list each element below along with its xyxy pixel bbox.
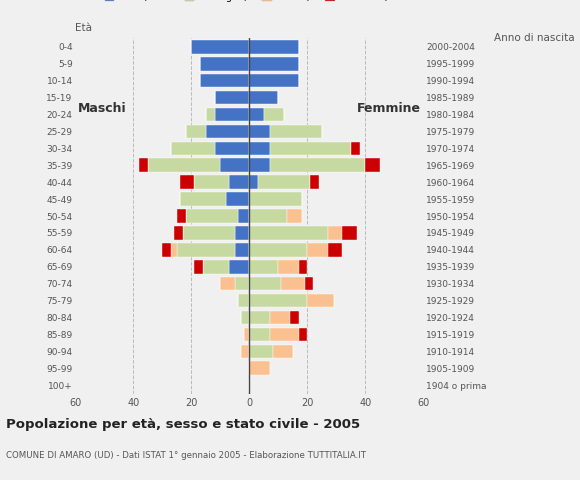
Bar [191, 40, 249, 54]
Bar [229, 260, 249, 274]
Bar [287, 209, 302, 223]
Bar [249, 345, 273, 358]
Bar [215, 91, 249, 104]
Bar [203, 260, 229, 274]
Bar [226, 192, 249, 206]
Bar [215, 142, 249, 155]
Bar [180, 175, 194, 189]
Bar [186, 209, 238, 223]
Bar [200, 74, 249, 87]
Bar [270, 142, 351, 155]
Bar [229, 175, 249, 189]
Bar [281, 277, 305, 290]
Bar [249, 125, 270, 138]
Bar [290, 311, 299, 324]
Bar [270, 311, 290, 324]
Bar [194, 175, 229, 189]
Bar [351, 142, 360, 155]
Bar [342, 226, 357, 240]
Bar [177, 209, 186, 223]
Bar [249, 175, 258, 189]
Bar [244, 328, 249, 341]
Bar [249, 108, 264, 121]
Bar [328, 226, 342, 240]
Bar [139, 158, 148, 172]
Bar [264, 108, 284, 121]
Bar [249, 74, 299, 87]
Bar [249, 40, 299, 54]
Bar [148, 158, 220, 172]
Bar [174, 226, 183, 240]
Text: Età: Età [75, 24, 92, 33]
Bar [310, 175, 319, 189]
Bar [307, 243, 328, 257]
Bar [183, 226, 235, 240]
Bar [162, 243, 171, 257]
Bar [238, 209, 249, 223]
Bar [249, 277, 281, 290]
Bar [206, 125, 249, 138]
Text: Maschi: Maschi [78, 102, 127, 115]
Bar [365, 158, 380, 172]
Bar [194, 260, 203, 274]
Bar [215, 108, 249, 121]
Bar [171, 243, 177, 257]
Bar [206, 108, 215, 121]
Bar [304, 277, 313, 290]
Bar [171, 142, 215, 155]
Bar [270, 328, 299, 341]
Bar [249, 361, 270, 375]
Bar [278, 260, 299, 274]
Bar [249, 226, 328, 240]
Bar [200, 57, 249, 71]
Bar [235, 226, 249, 240]
Legend: Celibi/Nubili, Coniugati/e, Vedovi/e, Divorziati/e: Celibi/Nubili, Coniugati/e, Vedovi/e, Di… [101, 0, 398, 6]
Bar [270, 125, 322, 138]
Text: COMUNE DI AMARO (UD) - Dati ISTAT 1° gennaio 2005 - Elaborazione TUTTITALIA.IT: COMUNE DI AMARO (UD) - Dati ISTAT 1° gen… [6, 451, 366, 460]
Bar [186, 125, 206, 138]
Bar [241, 345, 249, 358]
Bar [220, 277, 235, 290]
Bar [249, 91, 278, 104]
Bar [249, 209, 287, 223]
Bar [241, 311, 249, 324]
Bar [299, 260, 307, 274]
Text: Popolazione per età, sesso e stato civile - 2005: Popolazione per età, sesso e stato civil… [6, 418, 360, 431]
Bar [220, 158, 249, 172]
Bar [258, 175, 310, 189]
Bar [238, 294, 249, 307]
Bar [328, 243, 342, 257]
Bar [273, 345, 293, 358]
Bar [180, 192, 226, 206]
Bar [235, 277, 249, 290]
Bar [177, 243, 235, 257]
Text: Anno di nascita: Anno di nascita [494, 33, 574, 43]
Bar [235, 243, 249, 257]
Bar [307, 294, 334, 307]
Bar [249, 328, 270, 341]
Bar [249, 311, 270, 324]
Text: Femmine: Femmine [357, 102, 420, 115]
Bar [249, 158, 270, 172]
Bar [249, 260, 278, 274]
Bar [249, 142, 270, 155]
Bar [249, 192, 302, 206]
Bar [299, 328, 307, 341]
Bar [270, 158, 365, 172]
Bar [249, 294, 307, 307]
Bar [249, 243, 307, 257]
Bar [249, 57, 299, 71]
